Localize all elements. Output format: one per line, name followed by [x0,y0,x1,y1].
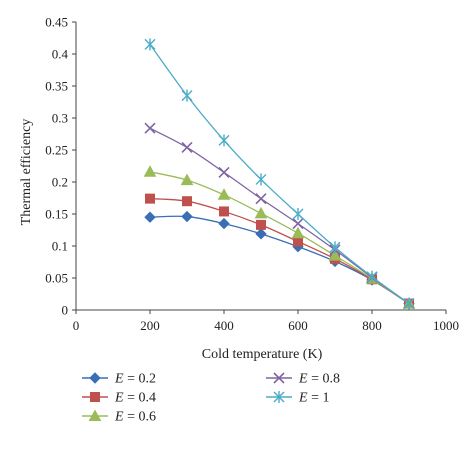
data-point [181,89,193,102]
series-layer [143,38,416,310]
legend-item: E = 0.8 [266,372,340,387]
data-point [143,165,157,177]
data-point [366,270,378,283]
data-point-stroke [144,122,156,134]
data-point [255,228,267,240]
y-tick-label: 0.45 [45,15,68,30]
legend-marker-stroke [273,372,285,384]
data-point [329,241,341,254]
data-point-stroke [292,218,304,230]
axes-layer: 0 0.05 0.1 0.15 0.2 0.25 0.3 0.35 0.4 0.45 0 200 400… [45,15,459,334]
y-tick-label: 0.05 [45,271,68,286]
data-point [256,219,266,230]
data-point [292,218,304,230]
data-point [181,141,193,154]
x-tick-label: 1000 [433,318,459,333]
legend-marker [89,372,101,384]
data-point [182,196,192,207]
data-point [255,173,267,186]
legend-marker [273,391,285,403]
series-5 [144,38,415,310]
y-tick-label: 0.1 [52,239,68,254]
data-point [292,208,304,220]
data-point [144,211,156,223]
legend-label: E = 0.8 [298,372,340,387]
y-tick-label: 0.25 [45,143,68,158]
legend-item: E = 0.6 [82,409,156,425]
data-point [291,226,305,239]
data-point [403,297,415,310]
legend-item: E = 0.4 [82,391,156,406]
y-tick-label: 0 [62,303,69,318]
data-point [181,210,193,223]
y-tick-label: 0.2 [52,175,68,190]
data-point [144,122,156,134]
legend-label: E = 0.6 [114,410,156,425]
legend-item: E = 0.2 [82,372,156,387]
x-tick-label: 0 [73,318,80,333]
legend-marker [273,372,285,384]
data-point [144,38,156,51]
data-point [328,249,342,261]
data-point [218,166,230,178]
data-point [219,206,229,217]
legend-item: E = 1 [266,391,329,406]
series-line [149,44,410,305]
data-point-stroke [181,141,193,154]
legend: E = 0.2 E = 0.4 E = 0.6 E = 0.8 E = 1 [82,372,340,425]
legend-label: E = 1 [298,391,329,406]
data-point [218,134,230,147]
legend-marker [90,392,100,402]
y-tick-label: 0.4 [52,47,69,62]
series-line [149,215,410,305]
data-point [218,217,230,230]
data-point [180,173,194,186]
series-3 [143,165,416,309]
y-axis-title: Thermal efficiency [19,119,34,226]
legend-label: E = 0.4 [114,391,156,406]
y-tick-label: 0.3 [52,111,68,126]
data-point [255,193,267,205]
data-point-stroke [218,166,230,178]
data-point [217,188,231,200]
data-point [293,236,303,247]
y-tick-label: 0.15 [45,207,68,222]
series-1 [144,210,415,310]
x-tick-label: 600 [288,318,308,333]
x-tick-label: 200 [140,318,160,333]
x-tick-label: 800 [362,318,382,333]
data-point [254,206,268,219]
legend-marker [88,409,102,421]
data-point-stroke [255,193,267,205]
legend-label: E = 0.2 [114,372,156,387]
x-axis-title: Cold temperature (K) [202,347,323,362]
y-tick-label: 0.35 [45,79,68,94]
x-tick-label: 400 [214,318,234,333]
data-point [145,193,155,204]
